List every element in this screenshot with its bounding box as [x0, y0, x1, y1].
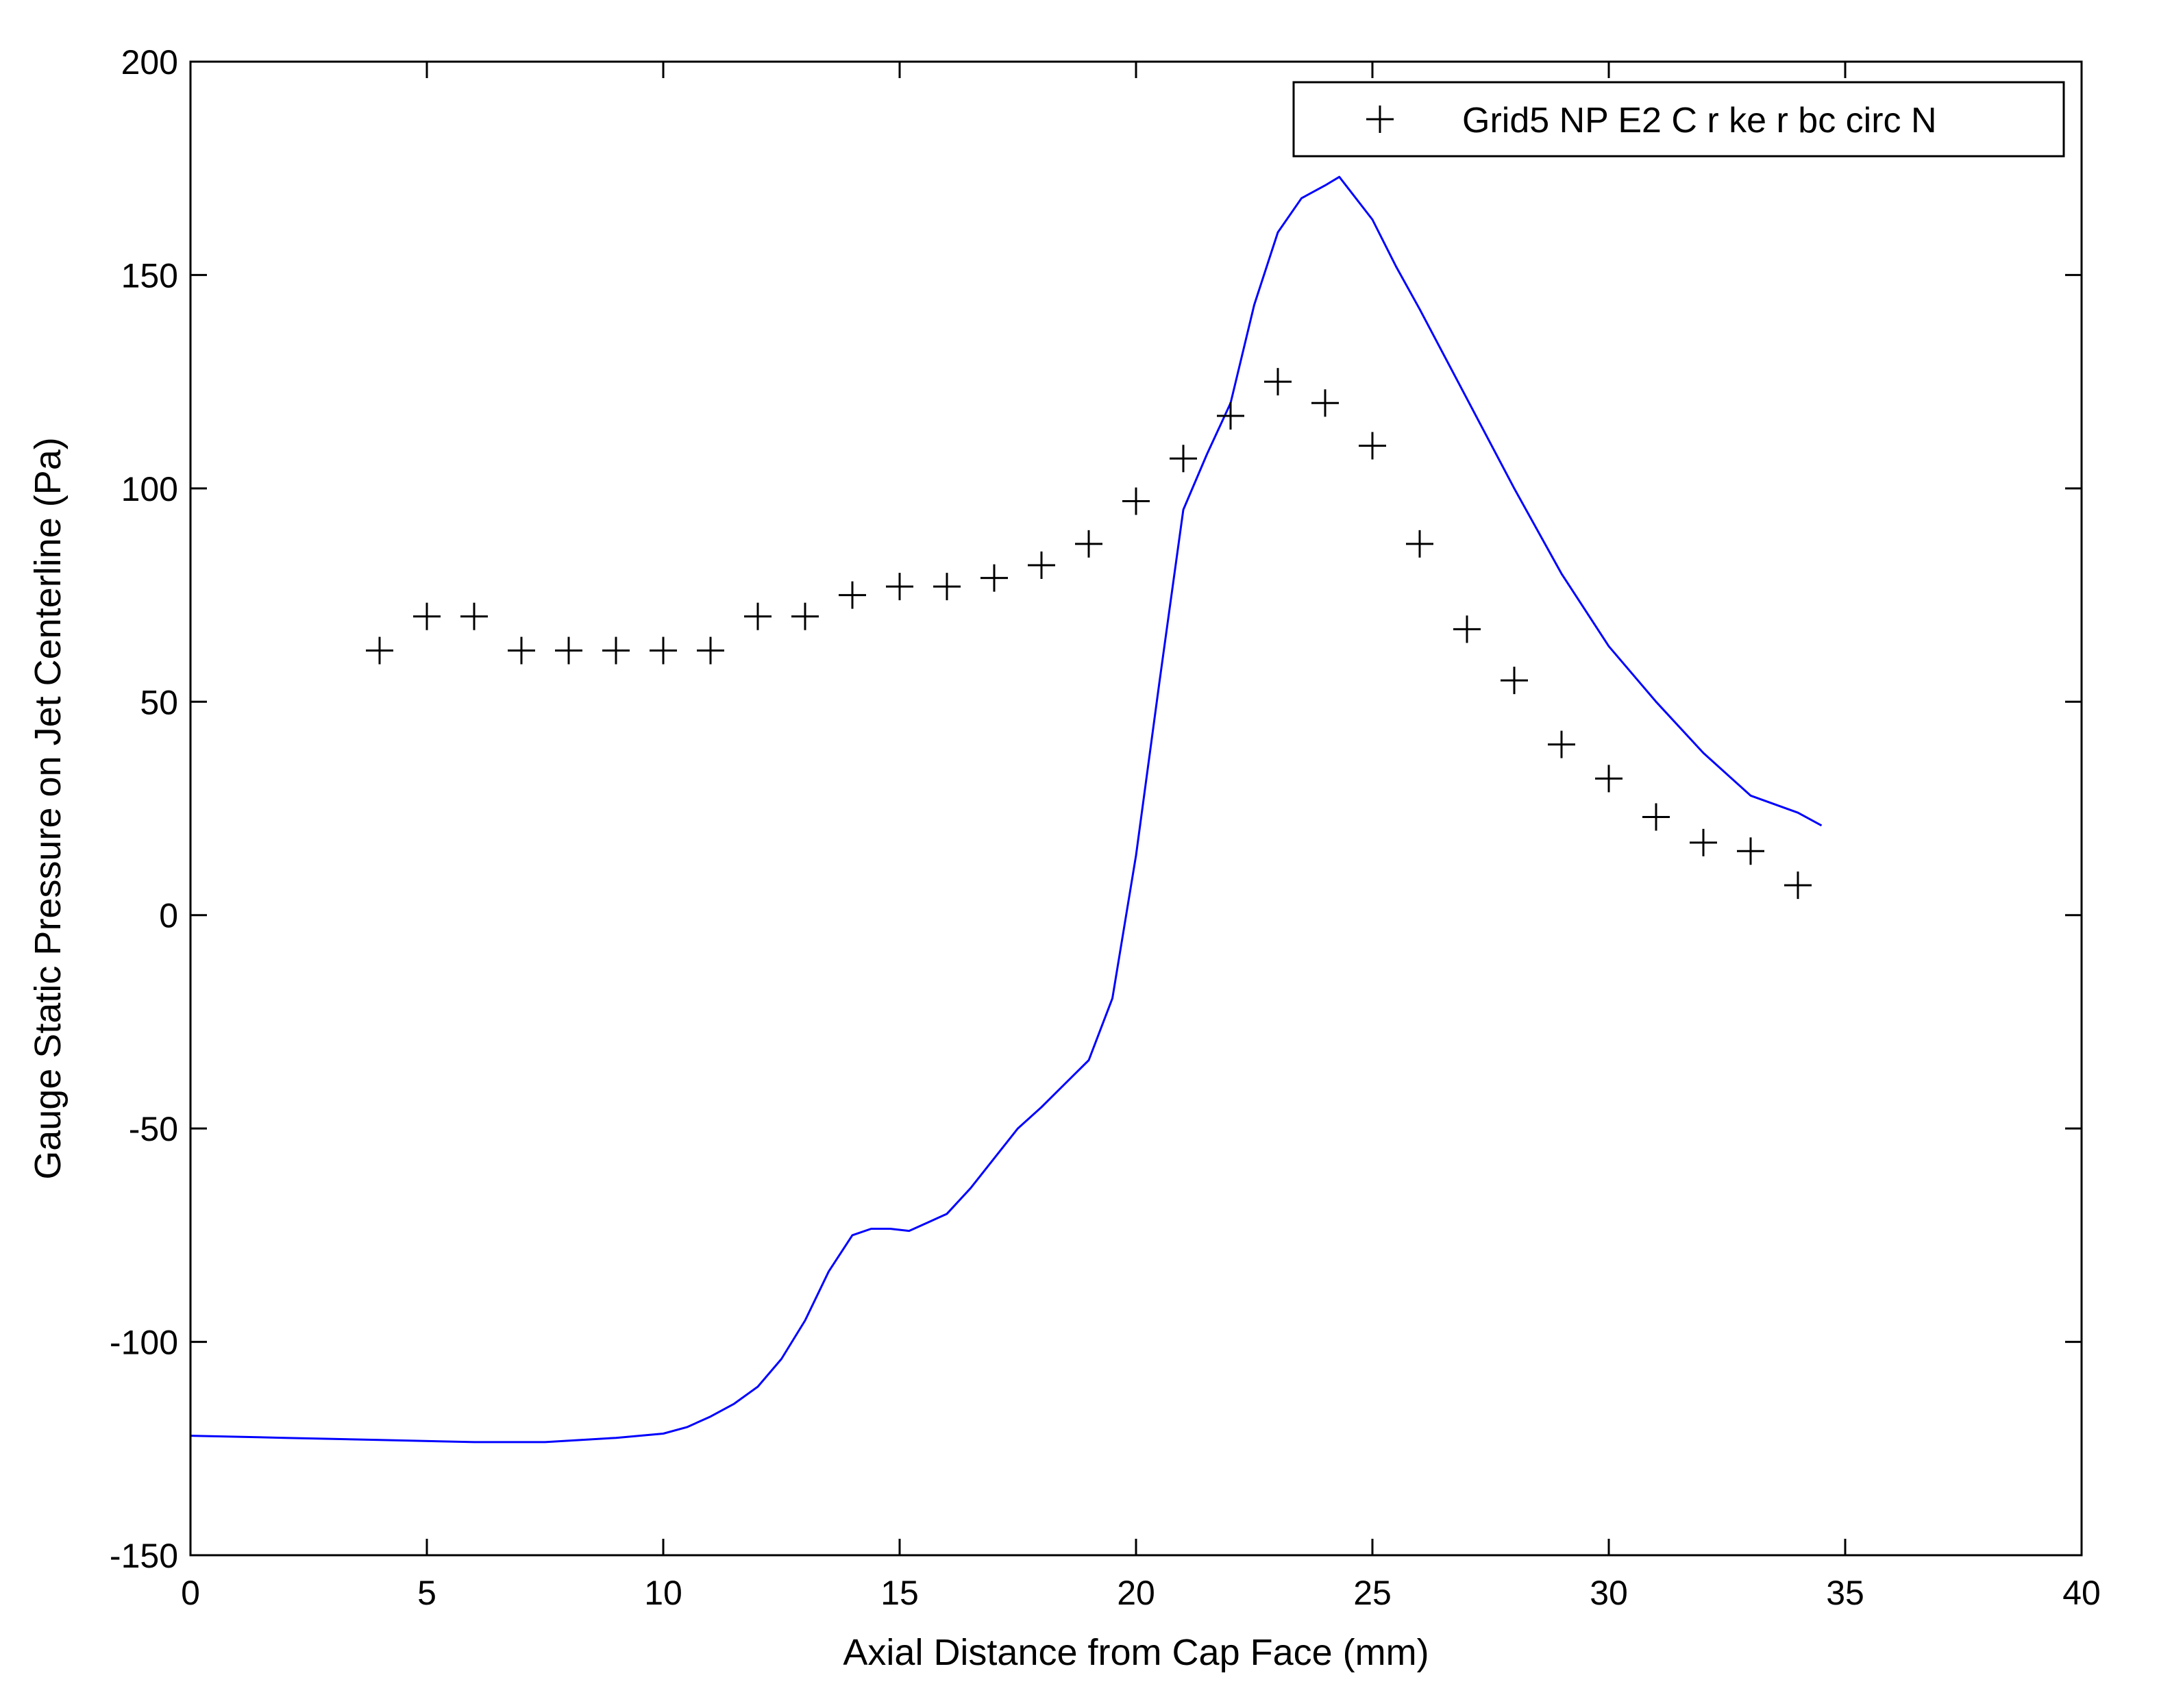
data-point-plus	[650, 636, 677, 665]
data-point-plus	[1453, 615, 1481, 643]
legend-box	[1292, 81, 2065, 158]
data-point-plus	[744, 602, 772, 630]
data-point-plus	[1784, 871, 1812, 900]
data-point-plus	[1548, 730, 1575, 758]
data-point-plus	[1170, 445, 1197, 473]
x-tick-label: 15	[880, 1574, 919, 1612]
data-point-plus	[791, 602, 819, 630]
legend-marker-plus	[1366, 106, 1394, 133]
data-point-plus	[1737, 837, 1764, 865]
y-axis-label: Gauge Static Pressure on Jet Centerline …	[27, 437, 69, 1180]
x-tick-label: 0	[181, 1574, 200, 1612]
line-series-layer	[190, 175, 1823, 1444]
data-point-plus	[1122, 487, 1150, 515]
data-point-plus	[1595, 765, 1623, 793]
data-point-plus	[1028, 551, 1055, 579]
data-point-plus	[1075, 530, 1102, 558]
y-tick-label: -150	[110, 1537, 178, 1575]
y-tick-label: 0	[159, 897, 178, 935]
x-axis: 0 5 10 15 20 25 30 35 40	[181, 62, 2101, 1612]
y-tick-label: -100	[110, 1324, 178, 1362]
data-point-plus	[1264, 368, 1292, 396]
data-point-plus	[697, 636, 724, 665]
x-tick-label: 30	[1590, 1574, 1628, 1612]
y-tick-label: 100	[121, 470, 178, 508]
data-point-plus	[980, 564, 1008, 592]
data-point-plus	[508, 636, 535, 665]
y-tick-label: 50	[140, 683, 178, 721]
data-point-plus	[555, 636, 582, 665]
legend-label: Grid5 NP E2 C r ke r bc circ N	[1462, 101, 1937, 140]
plot-area	[190, 62, 2082, 1555]
data-point-plus	[1359, 432, 1386, 460]
data-point-plus	[1642, 803, 1670, 831]
data-point-plus	[366, 636, 393, 665]
data-point-plus	[886, 573, 913, 601]
x-tick-label: 20	[1117, 1574, 1155, 1612]
x-tick-label: 40	[2062, 1574, 2101, 1612]
y-tick-label: 200	[121, 43, 178, 82]
data-point-plus	[460, 602, 488, 630]
y-tick-label: 150	[121, 256, 178, 295]
data-point-plus	[1406, 530, 1433, 558]
y-tick-label: -50	[129, 1110, 178, 1148]
y-axis: -150 -100 -50 0 50 100 150 200	[110, 43, 2082, 1575]
data-point-plus	[413, 602, 441, 630]
x-tick-label: 25	[1353, 1574, 1392, 1612]
data-point-plus	[839, 581, 866, 609]
data-point-plus	[1501, 667, 1528, 695]
x-tick-label: 5	[417, 1574, 436, 1612]
x-tick-label: 35	[1826, 1574, 1864, 1612]
x-axis-label: Axial Distance from Cap Face (mm)	[843, 1632, 1429, 1673]
x-tick-label: 10	[644, 1574, 682, 1612]
data-point-plus	[1690, 828, 1717, 856]
data-point-plus	[933, 573, 961, 601]
legend: Grid5 NP E2 C r ke r bc circ N	[1292, 81, 2065, 158]
marker-series-layer	[366, 368, 1812, 900]
data-point-plus	[602, 636, 630, 665]
simulation-line	[190, 175, 1823, 1444]
data-point-plus	[1217, 401, 1244, 430]
data-point-plus	[1311, 389, 1339, 417]
